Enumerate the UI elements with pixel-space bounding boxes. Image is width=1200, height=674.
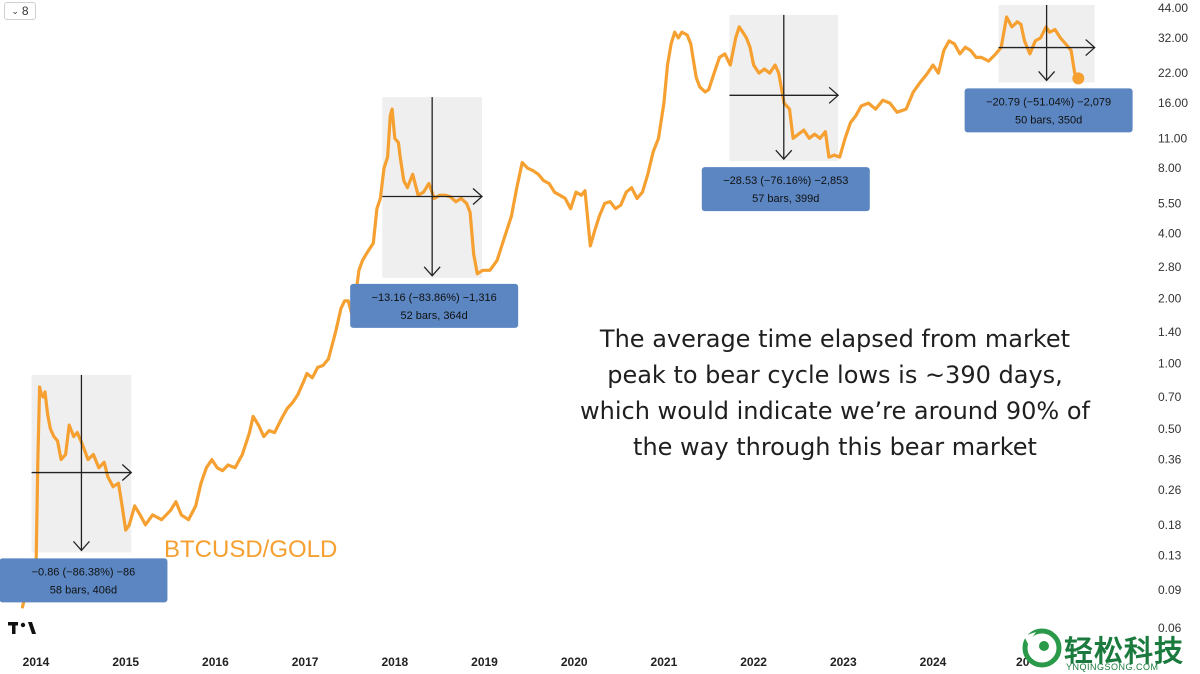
watermark-subtext: YNQINGSONG.COM xyxy=(1066,662,1159,672)
measure-label-box xyxy=(701,167,870,212)
x-tick-label: 2021 xyxy=(651,655,678,669)
measure-duration-text: 52 bars, 364d xyxy=(401,310,468,322)
arrow-right-icon xyxy=(121,464,133,482)
watermark-logo xyxy=(1022,628,1062,668)
y-tick-label: 0.50 xyxy=(1158,422,1182,436)
y-tick-label: 0.70 xyxy=(1158,390,1182,404)
y-tick-label: 32.00 xyxy=(1158,31,1188,45)
series-line-btcusd-gold xyxy=(20,15,1080,609)
zoom-value: 8 xyxy=(21,4,29,18)
x-tick-label: 2014 xyxy=(23,655,50,669)
arrow-down-icon xyxy=(72,540,90,552)
y-tick-label: 0.18 xyxy=(1158,518,1182,532)
annotation-line: which would indicate we’re around 90% of xyxy=(580,397,1091,425)
y-tick-label: 0.13 xyxy=(1158,548,1182,562)
annotation-text: The average time elapsed from market peak… xyxy=(580,325,1091,461)
arrow-down-icon xyxy=(1038,70,1056,82)
x-tick-label: 2020 xyxy=(561,655,588,669)
y-tick-label: 5.50 xyxy=(1158,196,1182,210)
y-axis: 44.00 32.00 22.00 16.00 11.00 8.00 5.50 4.00 2.8… xyxy=(1158,1,1188,635)
measure-label-box xyxy=(964,88,1133,133)
x-tick-label: 2015 xyxy=(112,655,139,669)
annotation-line: peak to bear cycle lows is ~390 days, xyxy=(607,361,1063,389)
x-tick-label: 2019 xyxy=(471,655,498,669)
y-tick-label: 44.00 xyxy=(1158,1,1188,15)
y-tick-label: 16.00 xyxy=(1158,96,1188,110)
x-tick-label: 2023 xyxy=(830,655,857,669)
y-tick-label: 0.26 xyxy=(1158,483,1182,497)
measure-label-box xyxy=(350,283,519,328)
y-tick-label: 4.00 xyxy=(1158,226,1182,240)
y-tick-label: 22.00 xyxy=(1158,66,1188,80)
annotation-line: the way through this bear market xyxy=(633,433,1037,461)
measure-boxes xyxy=(31,4,1095,553)
measure-change-text: −28.53 (−76.16%) −2,853 xyxy=(723,175,848,187)
measure-labels: −0.86 (−86.38%) −86 58 bars, 406d −13.16 (… xyxy=(0,88,1133,603)
y-tick-label: 8.00 xyxy=(1158,161,1182,175)
chevron-down-icon: ⌄ xyxy=(11,5,19,16)
y-tick-label: 0.06 xyxy=(1158,621,1182,635)
arrow-right-icon xyxy=(472,188,483,205)
y-tick-label: 1.40 xyxy=(1158,325,1182,339)
measure-label-box xyxy=(0,558,168,603)
series-label: BTCUSD/GOLD xyxy=(164,536,337,563)
tradingview-logo xyxy=(8,622,36,634)
measure-duration-text: 58 bars, 406d xyxy=(50,584,117,596)
measure-duration-text: 57 bars, 399d xyxy=(752,193,819,205)
y-tick-label: 2.80 xyxy=(1158,260,1182,274)
measure-change-text: −13.16 (−83.86%) −1,316 xyxy=(372,292,497,304)
y-tick-label: 2.00 xyxy=(1158,291,1182,305)
y-tick-label: 1.00 xyxy=(1158,357,1182,371)
y-tick-label: 11.00 xyxy=(1158,131,1187,145)
x-tick-label: 2024 xyxy=(920,655,947,669)
zoom-control[interactable]: ⌄ 8 xyxy=(4,2,36,20)
y-tick-label: 0.09 xyxy=(1158,583,1182,597)
annotation-line: The average time elapsed from market xyxy=(599,325,1070,353)
measure-change-text: −20.79 (−51.04%) −2,079 xyxy=(986,96,1111,108)
x-tick-label: 2017 xyxy=(292,655,319,669)
measure-arrows xyxy=(31,4,1096,552)
x-tick-label: 2016 xyxy=(202,655,229,669)
last-value-point xyxy=(1072,72,1085,85)
arrow-down-icon xyxy=(775,149,793,161)
measure-duration-text: 50 bars, 350d xyxy=(1015,114,1082,126)
watermark-text: 轻松科技 xyxy=(1064,634,1185,668)
arrow-down-icon xyxy=(423,266,441,277)
x-tick-label: 2018 xyxy=(381,655,408,669)
arrow-right-icon xyxy=(828,86,840,104)
x-axis: 2014 2015 2016 2017 2018 2019 2020 2021 2022 2023… xyxy=(23,655,1030,669)
arrow-right-icon xyxy=(1085,39,1096,57)
y-tick-label: 0.36 xyxy=(1158,453,1182,467)
x-tick-label: 2022 xyxy=(740,655,767,669)
measure-change-text: −0.86 (−86.38%) −86 xyxy=(32,566,136,578)
